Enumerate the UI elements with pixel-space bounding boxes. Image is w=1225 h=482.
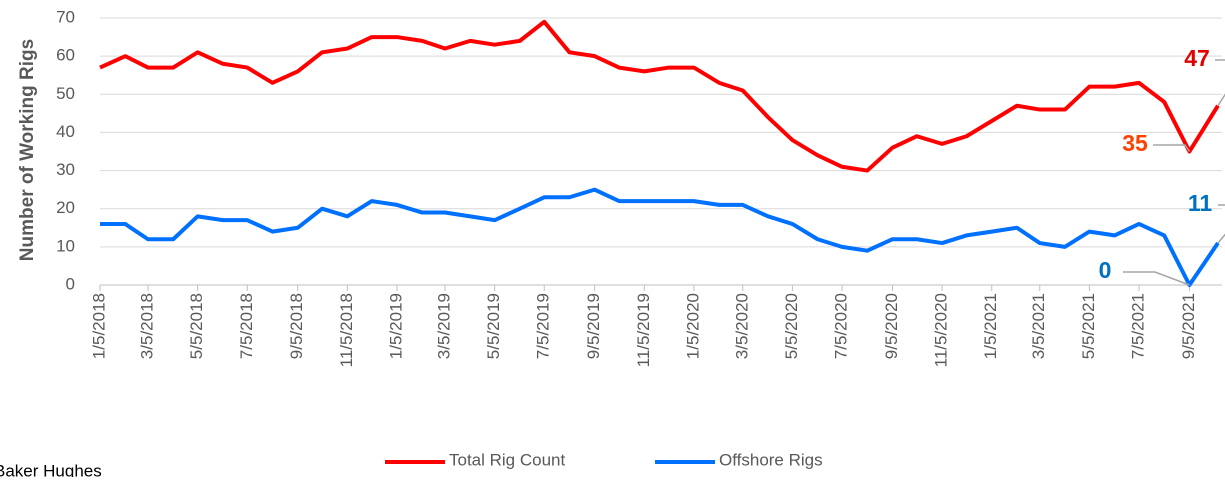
annotation: 0 [1099,257,1112,283]
x-tick-label: 3/5/2019 [434,293,453,359]
legend-label: Offshore Rigs [719,450,823,469]
x-tick-label: 11/5/2020 [932,293,951,367]
y-tick-label: 30 [56,160,75,179]
x-tick-label: 1/5/2021 [981,293,1000,359]
y-tick-label: 40 [56,122,75,141]
annotation: 47 [1184,45,1210,71]
x-tick-label: 9/5/2019 [584,293,603,359]
x-tick-label: 3/5/2018 [137,293,156,359]
y-tick-label: 10 [56,236,75,255]
x-tick-label: 9/5/2021 [1179,293,1198,359]
x-tick-label: 1/5/2019 [386,293,405,359]
x-tick-label: 7/5/2020 [832,293,851,359]
x-tick-label: 1/5/2020 [683,293,702,359]
y-tick-label: 70 [56,7,75,26]
x-tick-label: 9/5/2018 [287,293,306,359]
source: Baker Hughes [0,461,102,477]
x-tick-label: 3/5/2021 [1029,293,1048,359]
x-tick-label: 11/5/2019 [634,293,653,367]
y-tick-label: 0 [66,274,75,293]
annotation-leader [1217,204,1225,244]
annotation-leader [1123,271,1190,286]
y-tick-label: 50 [56,84,75,103]
x-tick-label: 3/5/2020 [732,293,751,359]
x-tick-label: 7/5/2018 [237,293,256,359]
line-series [100,187,1220,287]
annotation-leader [1153,144,1191,152]
y-tick-label: 20 [56,198,75,217]
x-tick-label: 7/5/2019 [534,293,553,359]
annotation: 35 [1122,130,1148,156]
annotation: 11 [1188,190,1213,216]
y-axis-label: Number of Working Rigs [17,39,38,261]
x-tick-label: 5/5/2021 [1079,293,1098,359]
annotation-leader [1215,59,1225,107]
x-tick-label: 9/5/2020 [882,293,901,359]
legend-label: Total Rig Count [449,450,566,469]
line-series [99,19,1220,173]
x-tick-label: 7/5/2021 [1128,293,1147,359]
x-tick-label: 1/5/2018 [89,293,108,359]
y-tick-label: 60 [56,46,75,65]
x-tick-label: 5/5/2020 [782,293,801,359]
x-tick-label: 11/5/2018 [337,293,356,367]
x-tick-label: 5/5/2019 [484,293,503,359]
x-tick-label: 5/5/2018 [187,293,206,359]
